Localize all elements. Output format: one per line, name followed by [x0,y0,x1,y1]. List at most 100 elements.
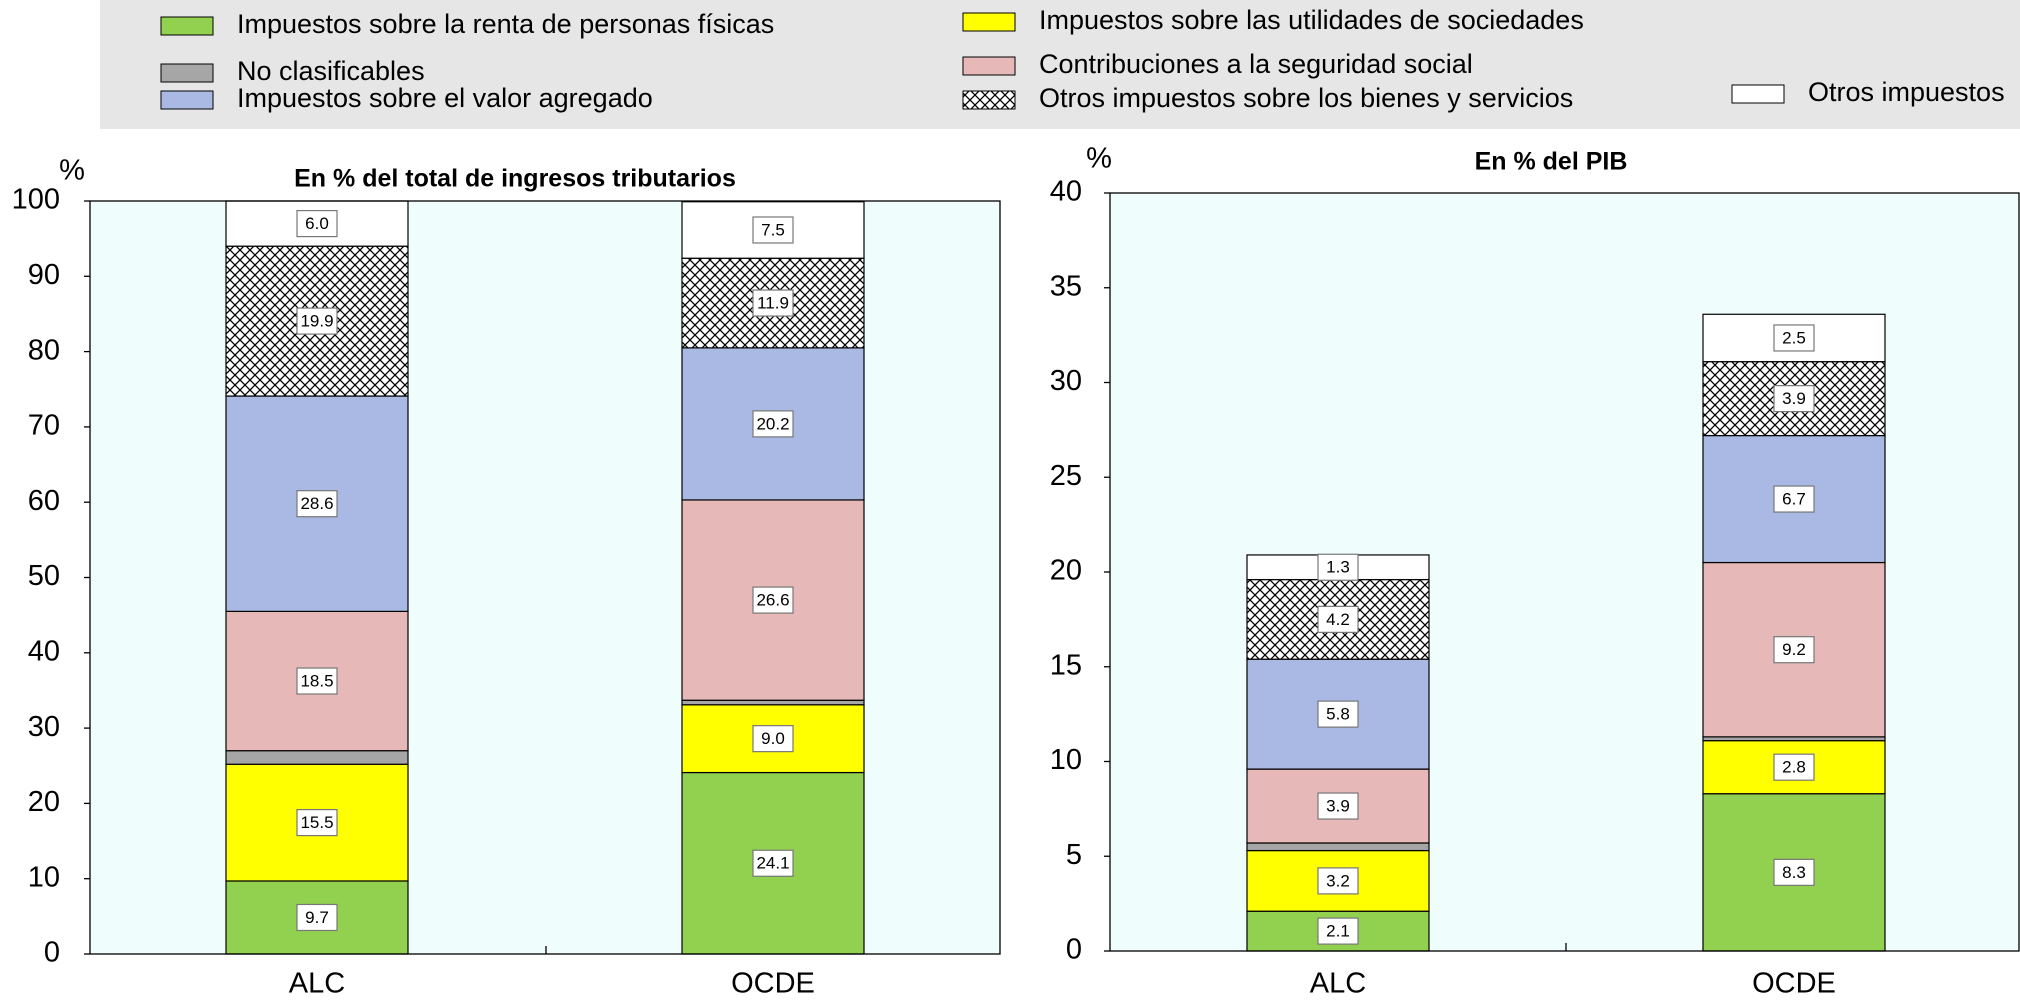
value-label: 3.2 [1326,871,1350,890]
value-label: 3.9 [1782,389,1806,408]
y-tick-label: 15 [1050,649,1082,681]
legend-swatch [962,56,1016,76]
bar-segment [681,699,865,706]
y-tick-label: 0 [1066,934,1082,966]
value-label: 20.2 [756,414,789,433]
value-label: 1.3 [1326,558,1350,577]
legend-swatch [160,63,214,83]
y-tick-label: 5 [1066,839,1082,871]
value-label-box [1773,485,1815,513]
y-tick-label: 50 [28,560,60,592]
y-tick-label: 40 [1050,176,1082,208]
value-label: 2.1 [1326,922,1350,941]
value-label-box [1773,324,1815,352]
y-tick-label: 80 [28,334,60,366]
value-label-box [752,289,794,317]
y-axis-label: % [59,155,85,187]
y-tick-label: 25 [1050,460,1082,492]
chart-right: En % del PIB% 0 5 10 15 20 25 30 35 40 ALC 2.1 3.2 3.… [1050,143,2020,1000]
value-label: 2.5 [1782,328,1806,347]
value-label-box [1317,700,1359,728]
x-tick-label: OCDE [1752,968,1836,1000]
value-label-box [752,725,794,753]
value-label-box [1317,917,1359,945]
y-tick-label: 100 [12,184,60,216]
value-label: 8.3 [1782,863,1806,882]
value-label-box [752,849,794,877]
value-label: 18.5 [300,672,333,691]
value-label: 9.2 [1782,640,1806,659]
y-tick-label: 40 [28,635,60,667]
value-label: 3.9 [1326,797,1350,816]
y-tick-label: 0 [44,937,60,969]
value-label: 6.7 [1782,490,1806,509]
legend-label: Otros impuestos sobre los bienes y servi… [1039,83,1573,113]
x-tick-label: ALC [1310,968,1366,1000]
value-label-box [296,490,338,518]
legend-box [100,0,2020,129]
chart-title: En % del total de ingresos tributarios [294,165,736,193]
y-tick-label: 30 [1050,365,1082,397]
value-label-box [296,667,338,695]
value-label-box [752,410,794,438]
value-label: 24.1 [756,854,789,873]
legend-label: Otros impuestos [1808,77,2005,107]
x-tick-label: ALC [289,968,345,1000]
value-label-box [296,809,338,837]
legend-label: Impuestos sobre la renta de personas fís… [237,9,774,39]
plot-frame [89,200,1001,955]
value-label: 11.9 [757,294,789,313]
value-label: 7.5 [761,220,785,239]
value-label: 6.0 [305,214,329,233]
y-tick-label: 60 [28,485,60,517]
value-label: 9.0 [761,729,785,748]
legend-label: Contribuciones a la seguridad social [1039,49,1473,79]
legend-swatch [160,90,214,110]
y-tick-label: 30 [28,711,60,743]
value-label-box [1773,385,1815,413]
legend-label: Impuestos sobre el valor agregado [237,83,653,113]
value-label-box [296,209,338,238]
value-label-box [1317,792,1359,820]
value-label-box [1773,636,1815,664]
legend-swatch [1731,84,1785,104]
chart-left: En % del total de ingresos tributarios% 0… [12,155,1001,1000]
value-label: 28.6 [300,494,333,513]
legend-label: No clasificables [237,56,425,86]
value-label-box [1773,858,1815,886]
legend-swatch [160,16,214,36]
value-label: 4.2 [1326,610,1350,629]
value-label-box [296,903,338,932]
y-tick-label: 20 [28,786,60,818]
value-label-box [296,307,338,335]
chart-title: En % del PIB [1475,148,1628,176]
legend: Impuestos sobre la renta de personas fís… [160,5,2005,113]
bar-segment [1246,842,1430,852]
value-label-box [1317,605,1359,633]
value-label: 2.8 [1782,758,1806,777]
y-tick-label: 90 [28,259,60,291]
y-tick-label: 20 [1050,555,1082,587]
value-label: 9.7 [305,908,329,927]
legend-label: Impuestos sobre las utilidades de socied… [1039,5,1584,35]
value-label: 19.9 [300,312,333,331]
bar-segment [225,750,409,765]
value-label-box [1317,867,1359,895]
value-label: 15.5 [300,813,333,832]
x-tick-label: OCDE [731,968,815,1000]
value-label-box [752,216,794,244]
value-label: 26.6 [756,591,789,610]
y-tick-label: 35 [1050,270,1082,302]
y-tick-label: 10 [28,861,60,893]
legend-swatch [962,12,1016,32]
value-label-box [1317,553,1359,581]
y-axis-label: % [1086,143,1112,175]
value-label-box [752,586,794,614]
plot-frame [1109,192,2020,952]
value-label-box [1773,753,1815,781]
y-tick-label: 70 [28,410,60,442]
value-label: 5.8 [1326,705,1350,724]
legend-swatch [962,90,1016,110]
y-tick-label: 10 [1050,744,1082,776]
